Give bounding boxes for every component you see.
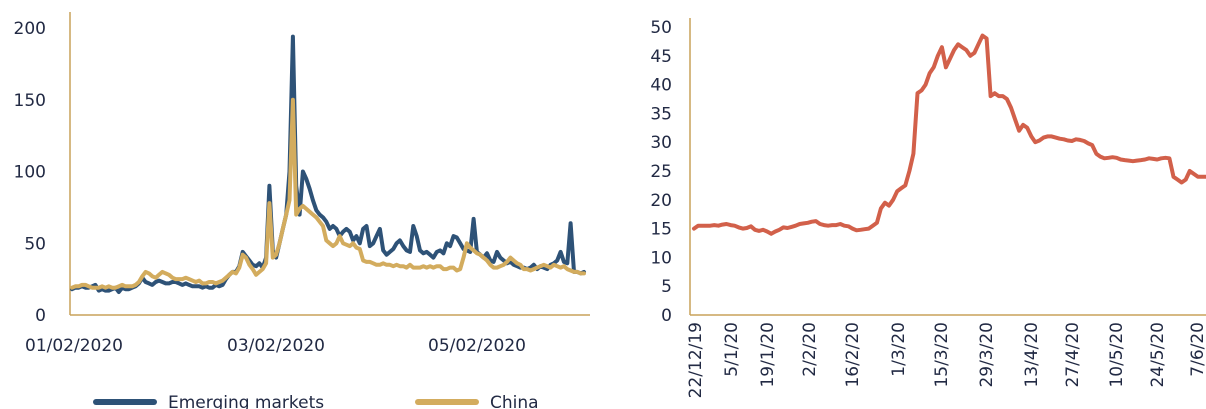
right-x-tick-label: 5/1/20	[722, 322, 742, 377]
right-x-tick-label: 22/12/19	[686, 322, 706, 398]
right-x-tick-label: 16/2/20	[843, 322, 863, 388]
right-x-tick-label: 2/2/20	[800, 322, 820, 377]
left-y-tick-label: 100	[14, 163, 46, 183]
right-y-tick-label: 50	[650, 18, 672, 38]
right-x-tick-label: 1/3/20	[889, 322, 909, 377]
right-y-tick-label: 5	[661, 277, 672, 297]
right-x-tick-label: 24/5/20	[1148, 322, 1168, 388]
left-x-tick-label: 05/02/2020	[428, 336, 526, 356]
right-x-tick-label: 19/1/20	[758, 322, 778, 388]
left-y-tick-label: 0	[35, 306, 46, 326]
right-x-tick-label: 27/4/20	[1063, 322, 1083, 388]
right-y-tick-label: 35	[650, 104, 672, 124]
right-x-tick-label: 15/3/20	[932, 322, 952, 388]
legend-emerging-label: Emerging markets	[168, 393, 324, 409]
left-y-tick-label: 150	[14, 91, 46, 111]
right-y-tick-label: 45	[650, 47, 672, 67]
right-y-tick-label: 40	[650, 76, 672, 96]
right-x-tick-label: 13/4/20	[1022, 322, 1042, 388]
china-series	[70, 97, 586, 290]
emerging-markets-series	[70, 34, 586, 294]
right-y-tick-label: 15	[650, 220, 672, 240]
left-y-tick-label: 200	[14, 19, 46, 39]
right-x-tick-label: 7/6/20	[1188, 322, 1206, 377]
left-y-tick-label: 50	[24, 234, 46, 254]
left-x-tick-label: 01/02/2020	[25, 336, 123, 356]
right-y-tick-label: 30	[650, 133, 672, 153]
right-series-line	[692, 33, 1206, 236]
right-y-tick-label: 10	[650, 248, 672, 268]
right-y-tick-label: 20	[650, 191, 672, 211]
right-x-tick-label: 29/3/20	[977, 322, 997, 388]
left-x-tick-label: 03/02/2020	[227, 336, 325, 356]
right-y-tick-label: 0	[661, 306, 672, 326]
right-y-tick-label: 25	[650, 162, 672, 182]
right-x-tick-label: 10/5/20	[1107, 322, 1127, 388]
legend-china-label: China	[490, 393, 539, 409]
